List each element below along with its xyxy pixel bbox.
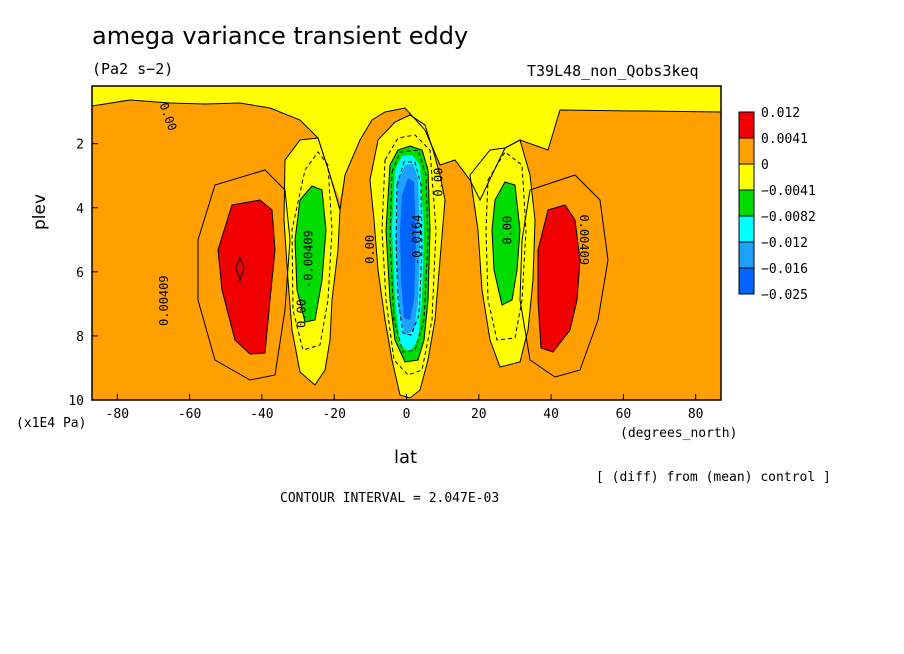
y-tick-label: 10 [68,394,84,409]
contour-label: 0.00 [363,235,377,264]
contour-dashed-center-2 [389,149,429,353]
y-tick-label: 4 [76,202,84,217]
colorbar-swatch [738,137,755,165]
chart-units: (Pa2 s−2) [92,60,174,78]
contour-center-outline [385,145,431,363]
fill-green-north [492,182,520,305]
colorbar-swatch [738,111,755,139]
contour-south-yellow-outline [283,137,341,386]
colorbar-label: −0.012 [761,236,808,251]
x-tick-label: 40 [543,407,559,422]
diff-note: [ (diff) from (mean) control ] [596,470,831,485]
contour-dashed-center-1 [381,134,437,376]
x-tick-label: -20 [322,407,345,422]
contour-labels: 0.00 0.00409 -0.00409 0.00 0.00 -0.0164 0.00 0.… [157,101,591,328]
colorbar-swatch [738,163,755,191]
contour-label: -0.0164 [410,215,424,266]
contour-red-south-outline [217,199,276,355]
fill-yellow-top [92,86,721,200]
x-tick-label: 20 [471,407,487,422]
colorbar-label: 0.0041 [761,132,808,147]
contour-label: 0.00 [500,216,514,245]
y-tick-label: 8 [76,330,84,345]
x-axis: -80 -60 -40 -20 0 20 40 60 80 [106,394,704,422]
colorbar: 0.012 0.0041 0 −0.0041 −0.0082 −0.012 −0.016 −0… [738,106,816,303]
x-axis-label: lat [394,447,418,468]
contour-label: 0.00409 [157,275,171,326]
contour-label: 0.00 [432,168,446,197]
fill-green-south [295,186,326,322]
contour-lines [92,99,721,399]
y-tick-label: 2 [76,138,84,153]
colorbar-label: −0.025 [761,288,808,303]
contour-dashed-north [485,151,527,341]
contour-red-north-outline [537,204,581,353]
y-axis: 2 4 6 8 10 [68,138,98,409]
chart-title: amega variance transient eddy [92,22,469,50]
contour-red-south-diamond [235,256,245,282]
fill-red-south [218,200,275,354]
contour-center-yellow-outline [369,114,446,399]
colorbar-swatch [738,189,755,217]
x-tick-label: -80 [106,407,129,422]
colorbar-swatch [738,215,755,243]
contour-positive-north-outer [519,174,609,378]
contour-label: 0.00409 [577,215,591,266]
x-tick-label: 60 [616,407,632,422]
colorbar-swatch [738,267,755,295]
x-tick-label: -60 [178,407,201,422]
colorbar-label: −0.0082 [761,210,816,225]
contour-label: -0.00409 [302,230,316,288]
contour-lines-dashed [291,134,527,376]
contour-green-south-outline [294,185,327,323]
contour-label: 0.00 [294,299,308,328]
contour-green-north-outline [491,181,521,306]
contour-field: 0.00 0.00409 -0.00409 0.00 0.00 -0.0164 0.00 0.… [92,86,721,400]
y-axis-units: (x1E4 Pa) [16,416,87,431]
contour-interval: CONTOUR INTERVAL = 2.047E-03 [280,491,500,506]
colorbar-label: 0 [761,158,769,173]
colorbar-swatch [738,241,755,269]
contour-dashed-center-3 [395,161,423,336]
colorbar-label: 0.012 [761,106,800,121]
fill-blue-core [400,178,416,320]
contour-positive-south-outer [197,169,291,381]
x-tick-label: -40 [250,407,273,422]
y-tick-label: 6 [76,266,84,281]
x-axis-units: (degrees_north) [620,426,738,441]
run-id: T39L48_non_Qobs3keq [527,62,699,80]
colorbar-label: −0.016 [761,262,808,277]
x-tick-label: 0 [403,407,411,422]
contour-north-yellow-outline [469,139,536,368]
x-tick-label: 80 [688,407,704,422]
fill-red-north [538,205,580,352]
contour-dashed-south [291,151,333,351]
colorbar-label: −0.0041 [761,184,816,199]
